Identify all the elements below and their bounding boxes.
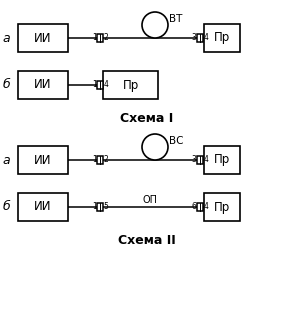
Bar — [103, 71, 158, 99]
Text: 5: 5 — [103, 202, 108, 211]
Text: ОП: ОП — [142, 195, 158, 205]
Bar — [204, 193, 240, 221]
Text: ВТ: ВТ — [169, 14, 182, 24]
Text: Пр: Пр — [214, 32, 230, 45]
Circle shape — [142, 12, 168, 38]
Bar — [18, 146, 68, 174]
Text: ИИ: ИИ — [34, 154, 52, 167]
Text: б: б — [2, 201, 10, 213]
Text: ВС: ВС — [169, 136, 183, 146]
Bar — [97, 156, 103, 164]
Text: 6: 6 — [192, 202, 197, 211]
Bar — [197, 34, 203, 42]
Text: 2: 2 — [103, 155, 108, 164]
Text: 4: 4 — [103, 80, 108, 89]
Circle shape — [142, 134, 168, 160]
Text: б: б — [2, 79, 10, 91]
Text: Пр: Пр — [214, 154, 230, 167]
Text: 4: 4 — [204, 33, 208, 42]
Bar — [97, 81, 103, 89]
Text: Схема II: Схема II — [117, 233, 176, 246]
Bar — [18, 71, 68, 99]
Bar — [97, 34, 103, 42]
Bar — [204, 24, 240, 52]
Bar — [204, 146, 240, 174]
Text: 1: 1 — [92, 33, 96, 42]
Text: 3: 3 — [192, 33, 197, 42]
Text: 4: 4 — [204, 202, 208, 211]
Text: a: a — [2, 32, 10, 45]
Text: 3: 3 — [192, 155, 197, 164]
Text: ИИ: ИИ — [34, 201, 52, 213]
Bar — [18, 24, 68, 52]
Text: 1: 1 — [92, 80, 96, 89]
Bar — [97, 203, 103, 211]
Text: ИИ: ИИ — [34, 32, 52, 45]
Text: 1: 1 — [92, 202, 96, 211]
Text: ИИ: ИИ — [34, 79, 52, 91]
Bar — [18, 193, 68, 221]
Text: 2: 2 — [103, 33, 108, 42]
Text: Схема I: Схема I — [120, 111, 173, 124]
Text: a: a — [2, 154, 10, 167]
Bar — [197, 156, 203, 164]
Text: Пр: Пр — [122, 79, 139, 91]
Text: Пр: Пр — [214, 201, 230, 213]
Text: 4: 4 — [204, 155, 208, 164]
Bar — [197, 203, 203, 211]
Text: 1: 1 — [92, 155, 96, 164]
